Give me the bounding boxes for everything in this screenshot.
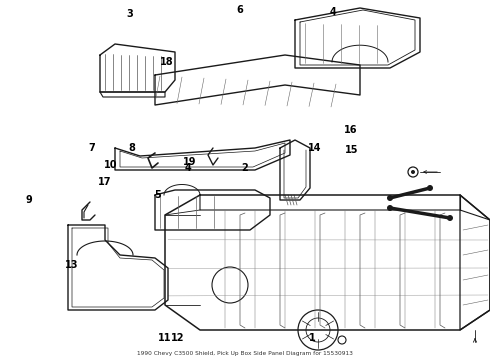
Text: 16: 16 [344,125,358,135]
Text: 17: 17 [98,177,112,187]
Circle shape [387,205,393,211]
Text: 12: 12 [171,333,185,343]
Text: 13: 13 [65,260,79,270]
Text: 14: 14 [308,143,322,153]
Text: 18: 18 [160,57,174,67]
Text: 4: 4 [330,7,336,17]
Circle shape [411,170,415,174]
Text: 19: 19 [183,157,197,167]
Text: 4: 4 [185,163,192,173]
Text: 2: 2 [242,163,248,173]
Text: 1: 1 [309,333,316,343]
Circle shape [427,185,433,191]
Circle shape [447,215,453,221]
Text: 1990 Chevy C3500 Shield, Pick Up Box Side Panel Diagram for 15530913: 1990 Chevy C3500 Shield, Pick Up Box Sid… [137,351,353,356]
Text: 11: 11 [158,333,172,343]
Text: 15: 15 [345,145,359,155]
Text: 5: 5 [155,190,161,200]
Text: 9: 9 [25,195,32,205]
Circle shape [387,195,393,201]
Text: 3: 3 [126,9,133,19]
Text: 10: 10 [104,160,118,170]
Text: 8: 8 [128,143,135,153]
Text: 7: 7 [89,143,96,153]
Text: 6: 6 [237,5,244,15]
